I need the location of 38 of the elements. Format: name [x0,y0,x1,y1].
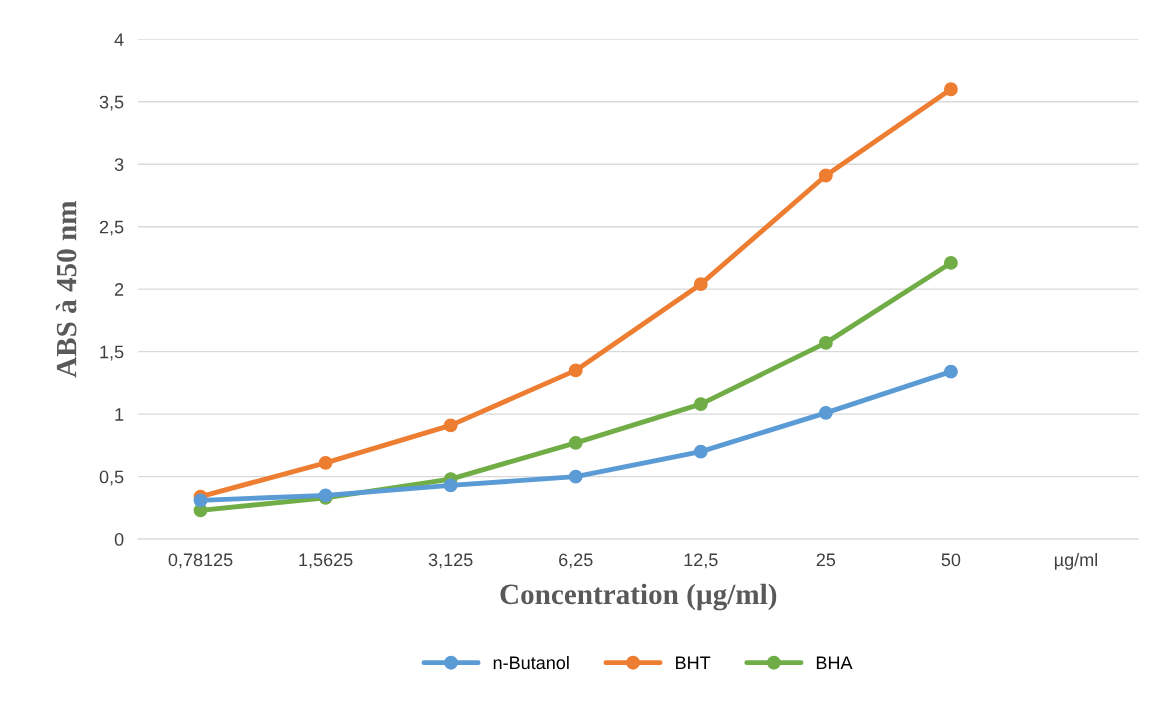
y-tick-label: 2,5 [99,220,124,236]
point [693,277,708,292]
y-tick-label: 1 [115,408,124,421]
y-tick-label: 0 [114,533,124,546]
point [818,168,833,183]
point [943,364,958,379]
legend-label: BHA [816,656,853,670]
y-tick-label: 4 [114,33,124,46]
point [693,397,708,412]
point [818,405,833,420]
y-tick-label: 0,5 [99,470,124,486]
x-tick-label: µg/ml [1054,552,1098,570]
point [568,469,583,484]
x-tick-label: 12,5 [684,553,718,569]
x-tick-label: 0,78125 [168,553,233,569]
point [318,455,333,470]
y-tick-label: 3 [114,158,124,171]
y-axis-title: ABS à 450 nm [55,200,77,378]
y-tick-label: 2 [114,283,124,296]
x-tick-label: 50 [941,553,961,567]
legend-label: BHT [676,656,711,670]
point [693,444,708,459]
point [943,82,958,97]
point [568,435,583,450]
point [443,418,458,433]
x-tick-label: 25 [816,553,836,567]
x-tick-label: 6,25 [559,553,593,569]
point [193,493,208,508]
point [568,363,583,378]
legend-label: n-Butanol [493,655,569,670]
point [943,255,958,270]
y-tick-label: 1,5 [100,345,124,361]
y-tick-label: 3,5 [99,95,124,111]
point [818,335,833,350]
x-axis-title: Concentration (µg/ml) [500,583,777,611]
point [443,478,458,493]
x-tick-label: 1,5625 [299,553,353,569]
x-tick-label: 3,125 [428,553,473,569]
